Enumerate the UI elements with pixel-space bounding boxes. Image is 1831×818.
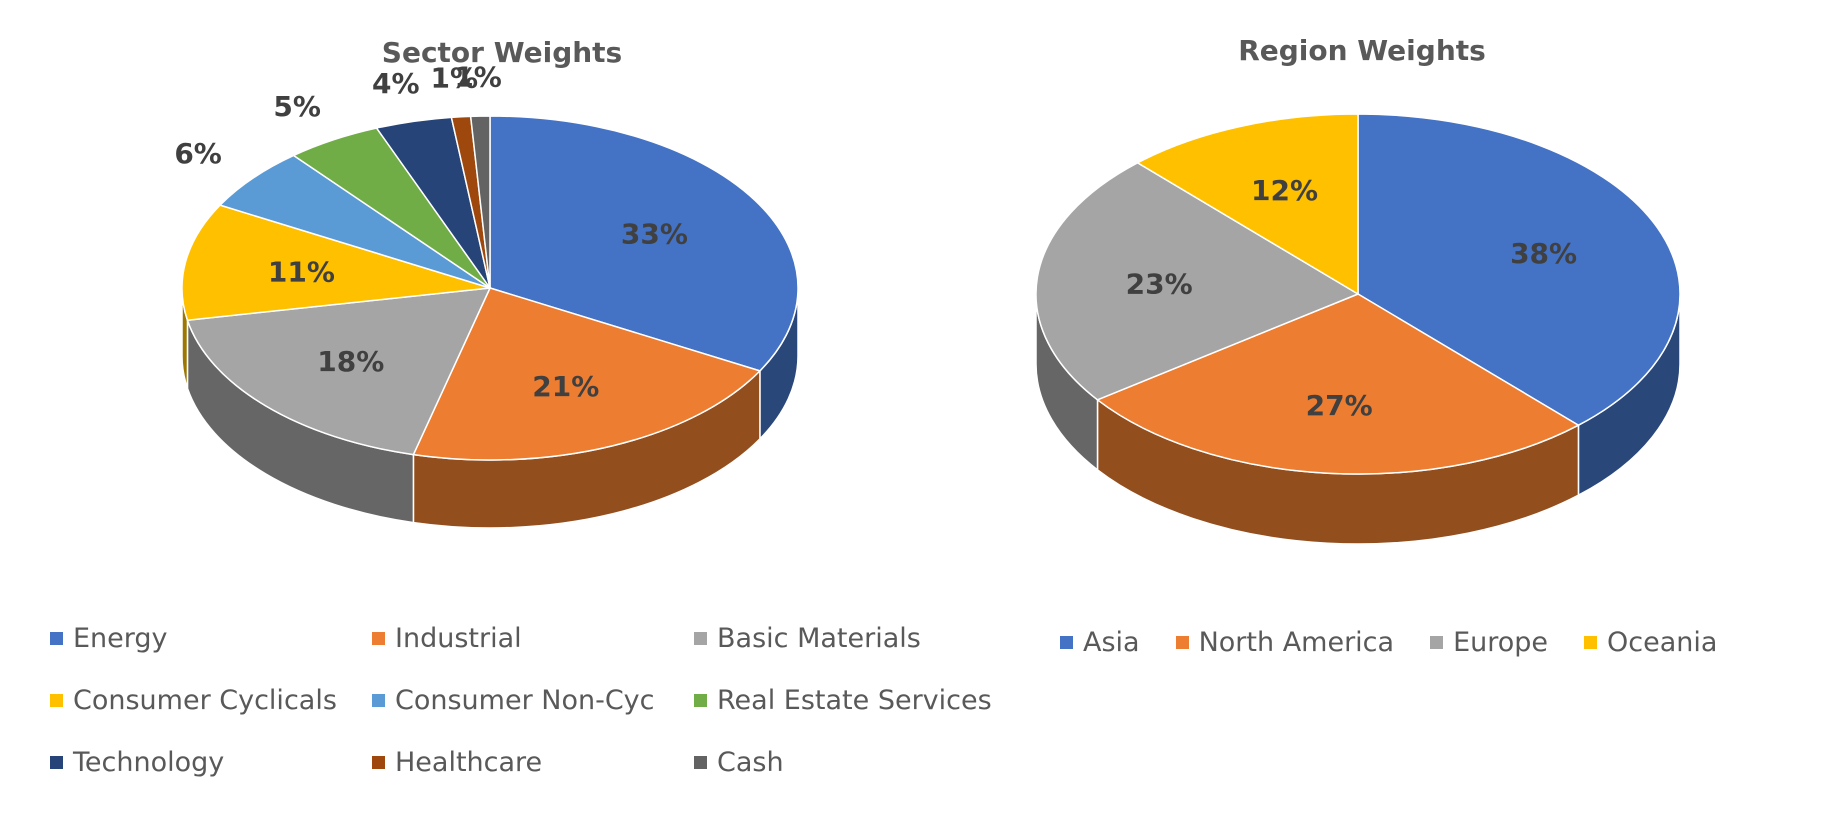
- legend-label: Oceania: [1607, 626, 1718, 658]
- data-label-consumer-cyclicals: 11%: [268, 255, 335, 288]
- sector-weights-title: Sector Weights: [382, 36, 622, 69]
- legend-label: Cash: [717, 746, 784, 778]
- data-label-cash: 1%: [454, 61, 502, 94]
- legend-item-consumer-non-cyc: Consumer Non-Cyc: [372, 682, 694, 718]
- pie-slice-industrial: [412, 287, 762, 461]
- pie-slice-basic-materials: [186, 287, 492, 456]
- legend-item-north-america: North America: [1175, 624, 1395, 660]
- sector-weights-pie: 33% 21% 18% 11% 6% 5% 4% 1%1%: [174, 61, 799, 529]
- region-weights-title: Region Weights: [1238, 34, 1486, 67]
- pie-slice-asia: [1357, 113, 1681, 427]
- legend-item-europe: Europe: [1430, 624, 1548, 660]
- legend-swatch: [1175, 635, 1189, 649]
- data-label-asia: 38%: [1510, 237, 1577, 270]
- legend-item-healthcare: Healthcare: [372, 744, 694, 780]
- legend-item-basic-materials: Basic Materials: [694, 620, 1016, 656]
- legend-swatch: [694, 755, 707, 769]
- legend-item-cash: Cash: [694, 744, 1016, 780]
- pie-slice-cash: [469, 115, 491, 289]
- legend-label: Asia: [1083, 626, 1140, 658]
- sector-weights-legend: Energy Industrial Basic Materials Consumer …: [50, 620, 1016, 780]
- legend-label: Energy: [73, 622, 168, 654]
- data-label-energy: 33%: [621, 218, 688, 251]
- legend-swatch: [372, 755, 385, 769]
- legend-swatch: [1430, 635, 1444, 649]
- legend-swatch: [50, 693, 63, 707]
- legend-swatch: [50, 755, 63, 769]
- data-label-basic-materials: 18%: [317, 345, 384, 378]
- pie-slice-north-america: [1096, 293, 1580, 475]
- data-label-industrial: 21%: [532, 370, 599, 403]
- data-label-consumer-non-cyc: 6%: [174, 137, 222, 170]
- legend-swatch: [1584, 635, 1598, 649]
- pie-slice-energy: [489, 115, 799, 372]
- legend-swatch: [372, 693, 385, 707]
- region-weights-legend: Asia North America Europe Oceania: [1060, 624, 1717, 660]
- legend-label: Basic Materials: [717, 622, 921, 654]
- pie-slice-consumer-cyclicals: [181, 204, 491, 322]
- legend-swatch: [50, 631, 63, 645]
- data-label-europe: 23%: [1126, 268, 1193, 301]
- legend-item-oceania: Oceania: [1584, 624, 1717, 660]
- legend-item-consumer-cyclicals: Consumer Cyclicals: [50, 682, 372, 718]
- legend-label: Consumer Non-Cyc: [395, 684, 655, 716]
- legend-label: North America: [1198, 626, 1395, 658]
- pie-slice-europe: [1035, 161, 1360, 401]
- legend-label: Real Estate Services: [717, 684, 992, 716]
- legend-swatch: [372, 631, 385, 645]
- legend-swatch: [694, 631, 707, 645]
- legend-item-asia: Asia: [1060, 624, 1140, 660]
- legend-label: Technology: [73, 746, 225, 778]
- legend-label: Europe: [1453, 626, 1549, 658]
- legend-item-energy: Energy: [50, 620, 372, 656]
- legend-item-real-estate-services: Real Estate Services: [694, 682, 1016, 718]
- legend-item-technology: Technology: [50, 744, 372, 780]
- legend-label: Consumer Cyclicals: [73, 684, 337, 716]
- legend-item-industrial: Industrial: [372, 620, 694, 656]
- pie-slice-oceania: [1136, 113, 1359, 296]
- legend-swatch: [694, 693, 707, 707]
- legend-label: Healthcare: [395, 746, 543, 778]
- data-label-real-estate-services: 5%: [273, 90, 321, 123]
- legend-label: Industrial: [395, 622, 522, 654]
- data-label-technology: 4%: [372, 67, 420, 100]
- data-label-north-america: 27%: [1306, 389, 1373, 422]
- data-label-healthcare: 1%: [431, 61, 479, 94]
- legend-swatch: [1060, 635, 1073, 649]
- region-weights-pie: 38% 27% 23% 12%: [1035, 113, 1681, 545]
- data-label-oceania: 12%: [1251, 174, 1318, 207]
